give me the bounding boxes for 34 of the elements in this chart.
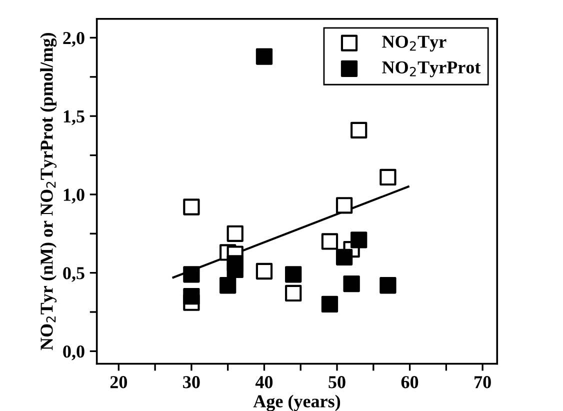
point bbox=[321, 233, 338, 250]
point bbox=[220, 277, 236, 294]
y-axis-title: NO$_{2}$Tyr (nM) or NO$_{2}$TyrProt (pmol/mg) bbox=[40, 32, 57, 350]
point bbox=[226, 261, 244, 278]
point bbox=[285, 284, 302, 302]
x-tick-label: 20 bbox=[110, 376, 128, 388]
point bbox=[183, 266, 200, 283]
point bbox=[336, 197, 353, 214]
point bbox=[380, 168, 396, 186]
point bbox=[350, 122, 368, 139]
point bbox=[226, 225, 244, 242]
y-tick-label: 0,5 bbox=[63, 267, 84, 282]
point bbox=[285, 266, 302, 283]
x-tick-label: 30 bbox=[183, 376, 200, 388]
point bbox=[380, 277, 396, 294]
y-tick-label: 0,0 bbox=[63, 345, 84, 360]
legend-label: NO$_{2}$TyrProt bbox=[382, 61, 481, 78]
x-tick-label: 50 bbox=[328, 376, 346, 388]
point bbox=[256, 262, 273, 280]
x-tick-label: 40 bbox=[255, 376, 273, 388]
point bbox=[256, 48, 273, 65]
point bbox=[183, 288, 200, 305]
point bbox=[350, 232, 368, 248]
y-tick-label: 1,0 bbox=[64, 188, 84, 204]
point bbox=[183, 198, 200, 216]
point bbox=[343, 275, 360, 292]
x-axis-title: Age (years) bbox=[253, 394, 340, 411]
y-tick-label: 2,0 bbox=[63, 32, 84, 47]
x-tick-label: 60 bbox=[401, 376, 418, 388]
y-tick-label: 1,5 bbox=[64, 110, 84, 126]
point bbox=[336, 248, 353, 266]
point bbox=[321, 296, 338, 312]
x-tick-label: 70 bbox=[474, 376, 491, 388]
legend-label: NO$_{2}$Tyr bbox=[382, 36, 446, 52]
